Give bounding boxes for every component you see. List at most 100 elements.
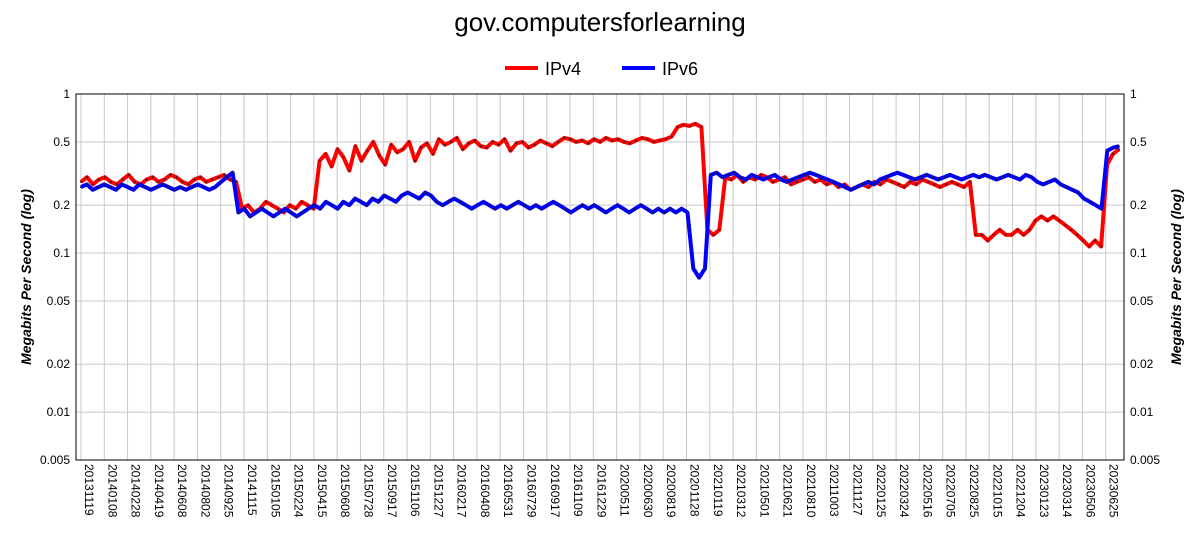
data-point-ipv6 (762, 178, 765, 181)
data-point-ipv6 (319, 207, 322, 210)
x-tick-label: 20230314 (1060, 464, 1074, 518)
data-point-ipv6 (138, 183, 141, 186)
legend-label-ipv6: IPv6 (662, 59, 698, 79)
data-point-ipv4 (599, 140, 601, 143)
data-point-ipv4 (169, 173, 172, 176)
data-point-ipv4 (205, 180, 208, 183)
y-tick-label-right: 0.02 (1130, 357, 1154, 371)
data-point-ipv6 (674, 211, 677, 214)
data-point-ipv6 (208, 188, 211, 191)
series-line-ipv6 (80, 144, 1120, 280)
data-point-ipv6 (336, 207, 339, 210)
x-tick-label: 20220516 (920, 464, 934, 518)
data-point-ipv6 (610, 207, 613, 210)
data-point-ipv4 (640, 136, 643, 139)
data-point-ipv4 (264, 200, 267, 203)
data-point-ipv4 (593, 138, 595, 141)
data-point-ipv4 (581, 139, 584, 142)
data-point-ipv4 (587, 142, 590, 145)
data-point-ipv6 (464, 204, 467, 207)
x-tick-label: 20201128 (688, 464, 702, 517)
data-point-ipv4 (622, 140, 625, 143)
data-point-ipv6 (1094, 204, 1097, 207)
data-point-ipv4 (646, 138, 649, 141)
data-point-ipv4 (1088, 245, 1091, 248)
data-point-ipv6 (692, 267, 695, 270)
data-point-ipv4 (402, 148, 405, 151)
data-point-ipv4 (527, 146, 530, 149)
data-point-ipv4 (700, 126, 703, 128)
data-point-ipv6 (435, 200, 438, 203)
data-point-ipv6 (330, 204, 333, 207)
data-point-ipv6 (657, 207, 660, 210)
x-tick-label: 20150917 (385, 464, 399, 518)
data-point-ipv4 (133, 180, 136, 183)
y-tick-label-right: 0.1 (1130, 246, 1147, 260)
data-point-ipv4 (962, 186, 965, 189)
data-point-ipv6 (919, 176, 922, 179)
data-point-ipv4 (187, 183, 190, 186)
data-point-ipv6 (768, 176, 771, 179)
data-point-ipv4 (437, 138, 440, 141)
legend-item-ipv6: IPv6 (622, 59, 698, 79)
data-point-ipv6 (1059, 183, 1062, 186)
y-tick-label-left: 0.2 (53, 198, 70, 212)
data-point-ipv6 (459, 200, 461, 203)
x-tick-label: 20150415 (315, 464, 329, 518)
data-point-ipv4 (97, 178, 100, 181)
data-point-ipv6 (645, 207, 648, 210)
data-point-ipv6 (756, 176, 759, 179)
data-point-ipv6 (354, 197, 357, 200)
y-tick-label-right: 0.01 (1130, 405, 1154, 419)
data-point-ipv4 (312, 207, 315, 210)
data-point-ipv4 (348, 169, 351, 172)
data-point-ipv6 (779, 178, 782, 181)
data-point-ipv6 (429, 194, 432, 197)
data-point-ipv6 (1071, 188, 1074, 191)
y-axis-right: 1 0.5 0.2 0.1 0.05 0.02 0.01 0.005 (1130, 87, 1160, 467)
data-point-ipv4 (712, 233, 715, 236)
data-point-ipv4 (533, 143, 536, 146)
data-point-ipv4 (1070, 228, 1073, 231)
data-point-ipv4 (384, 163, 387, 166)
data-point-ipv6 (1077, 191, 1080, 194)
data-point-ipv4 (956, 183, 959, 186)
data-point-ipv6 (628, 211, 631, 214)
data-point-ipv6 (196, 183, 199, 186)
legend-item-ipv4: IPv4 (505, 59, 581, 79)
data-point-ipv4 (939, 186, 941, 189)
data-point-ipv4 (652, 140, 655, 143)
data-point-ipv4 (569, 138, 572, 141)
data-point-ipv6 (669, 207, 671, 210)
data-point-ipv6 (1112, 146, 1115, 149)
data-point-ipv4 (807, 176, 810, 179)
data-point-ipv6 (925, 173, 928, 176)
data-point-ipv6 (808, 171, 811, 174)
data-point-ipv4 (396, 151, 399, 154)
y-tick-label-left: 0.05 (47, 294, 71, 308)
data-point-ipv6 (972, 173, 975, 176)
data-point-ipv4 (342, 156, 345, 159)
data-point-ipv4 (151, 176, 154, 179)
data-point-ipv6 (867, 180, 870, 183)
x-tick-label: 20221204 (1014, 464, 1028, 518)
data-point-ipv6 (739, 176, 741, 179)
data-point-ipv6 (838, 183, 841, 186)
data-point-ipv6 (849, 188, 852, 191)
data-point-ipv6 (109, 186, 112, 189)
data-point-ipv6 (91, 188, 94, 191)
data-point-ipv6 (97, 186, 100, 189)
data-point-ipv4 (211, 178, 214, 181)
data-point-ipv4 (575, 140, 578, 143)
data-point-ipv6 (814, 173, 817, 176)
data-point-ipv6 (704, 267, 706, 270)
data-point-ipv6 (902, 173, 905, 176)
data-point-ipv6 (593, 204, 596, 207)
plot-area-frame (75, 93, 1125, 461)
data-point-ipv6 (266, 211, 269, 214)
data-point-ipv6 (587, 207, 590, 210)
data-point-ipv6 (377, 200, 380, 203)
data-point-ipv4 (408, 140, 411, 143)
y-tick-label-right: 1 (1130, 87, 1137, 101)
x-tick-label: 20211003 (827, 464, 841, 517)
